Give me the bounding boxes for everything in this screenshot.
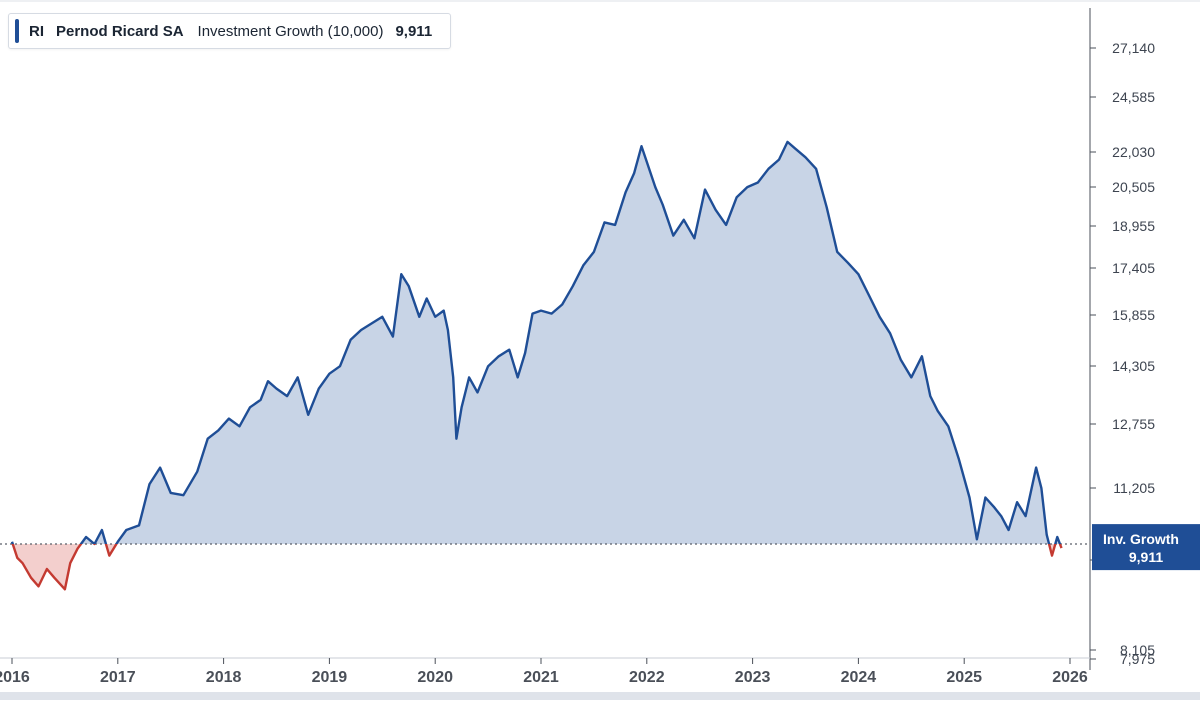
x-tick-label: 2026 <box>1052 669 1088 686</box>
legend[interactable]: RI Pernod Ricard SA Investment Growth (1… <box>8 13 452 49</box>
badge-value: 9,911 <box>1129 549 1163 565</box>
y-tick-label: 8,105 <box>1120 642 1155 658</box>
legend-value: 9,911 <box>395 22 433 40</box>
legend-ticker: RI <box>29 22 44 40</box>
y-tick-label: 12,755 <box>1112 416 1155 432</box>
y-tick-label: 24,585 <box>1112 89 1155 105</box>
series-line-above <box>10 140 1062 544</box>
series-color-swatch <box>15 19 19 43</box>
x-tick-label: 2022 <box>629 669 665 686</box>
bottom-scrollbar-track[interactable] <box>0 692 1200 700</box>
legend-company-name: Pernod Ricard SA <box>56 22 184 40</box>
y-tick-label: 27,140 <box>1112 40 1155 56</box>
inv-growth-badge: Inv. Growth 9,911 <box>1092 524 1200 571</box>
legend-metric: Investment Growth (10,000) <box>197 22 384 40</box>
x-tick-label: 2019 <box>312 669 348 686</box>
x-tick-label: 2017 <box>100 669 136 686</box>
x-tick-label: 2020 <box>417 669 453 686</box>
y-tick-label: 17,405 <box>1112 260 1155 276</box>
y-tick-label: 20,505 <box>1112 179 1155 195</box>
top-divider <box>0 0 1200 2</box>
y-tick-label: 18,955 <box>1112 218 1155 234</box>
badge-background <box>1092 524 1200 571</box>
x-tick-label: 2018 <box>206 669 242 686</box>
x-tick-label: 2025 <box>946 669 982 686</box>
y-tick-label: 15,855 <box>1112 307 1155 323</box>
y-tick-label: 22,030 <box>1112 144 1155 160</box>
y-tick-label: 7,975 <box>1120 651 1155 667</box>
gain-area <box>12 141 1060 544</box>
y-tick-label: 11,205 <box>1113 480 1155 496</box>
x-tick-label: 2024 <box>841 669 877 686</box>
x-tick-label: 2016 <box>0 669 30 686</box>
x-tick-label: 2023 <box>735 669 771 686</box>
y-tick-label: 14,305 <box>1112 358 1155 374</box>
x-tick-label: 2021 <box>523 669 559 686</box>
badge-label: Inv. Growth <box>1103 531 1179 547</box>
